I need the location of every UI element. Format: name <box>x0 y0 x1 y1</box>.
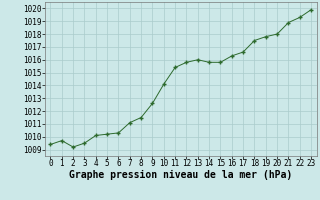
X-axis label: Graphe pression niveau de la mer (hPa): Graphe pression niveau de la mer (hPa) <box>69 170 292 180</box>
